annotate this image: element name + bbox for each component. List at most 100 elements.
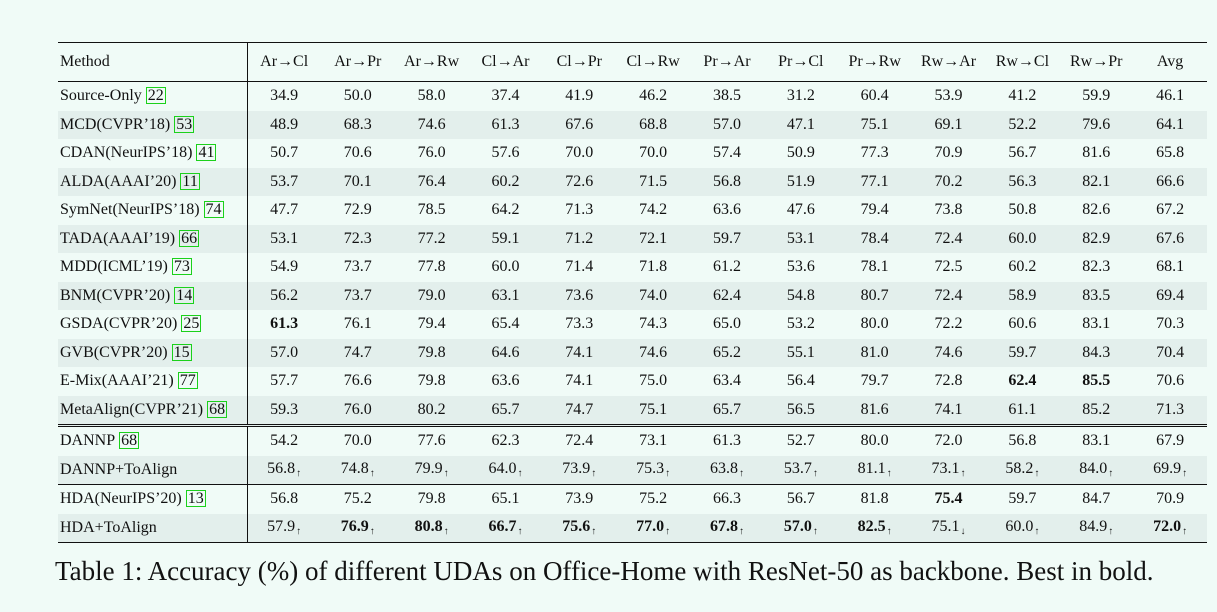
value-cell: 66.3 <box>690 484 764 514</box>
cell-value: 81.6 <box>860 400 889 418</box>
column-header: Rw→Pr <box>1069 53 1123 70</box>
value-cell: 57.0 <box>247 338 321 367</box>
value-cell: 60.0 <box>469 253 543 282</box>
arrow-up-icon: ↑ <box>886 526 892 538</box>
cell-value: 54.8 <box>786 286 815 304</box>
value-cell: 84.9↑ <box>1059 513 1134 543</box>
method-name: MDD(ICML’19) <box>60 258 168 276</box>
method-name: GSDA(CVPR’20) <box>60 315 178 333</box>
cell-value: 72.4 <box>934 229 963 247</box>
method-name: E-Mix(AAAI’21) <box>60 372 174 390</box>
citation-link[interactable]: 68 <box>119 432 140 450</box>
value-cell: 70.2 <box>911 167 986 196</box>
arrow-up-icon: ↑ <box>812 526 818 538</box>
cell-value: 48.9 <box>270 115 299 133</box>
cell-value: 57.7 <box>270 372 299 390</box>
value-cell: 82.5↑ <box>837 513 912 543</box>
arrow-up-icon: ↑ <box>738 468 744 480</box>
cell-value: 70.4 <box>1156 343 1185 361</box>
value-cell: 41.2 <box>985 82 1059 111</box>
table-row: MDD(ICML’19) 73 54.9 73.7 77.8 60.0 71.4 71.8 61… <box>58 253 1207 282</box>
value-cell: 56.4 <box>764 367 838 396</box>
cell-value: 65.7 <box>491 400 520 418</box>
method-cell: E-Mix(AAAI’21) 77 <box>58 367 248 396</box>
value-cell: 75.1 <box>616 395 691 426</box>
column-header: Rw→Cl <box>995 53 1050 70</box>
cell-value: 59.7 <box>1008 343 1037 361</box>
value-cell: 48.9 <box>247 110 321 139</box>
citation-link[interactable]: 68 <box>207 400 228 418</box>
value-cell: 59.7 <box>985 338 1060 367</box>
value-cell: 47.6 <box>764 196 838 225</box>
cell-value: 70.2 <box>934 172 963 190</box>
column-header: Rw→Ar <box>920 53 977 70</box>
cell-value: 60.0 <box>1005 518 1034 536</box>
cell-value: 64.6 <box>491 343 520 361</box>
value-cell: 61.3 <box>690 424 764 456</box>
value-cell: 76.1 <box>321 310 395 339</box>
citation-link[interactable]: 14 <box>174 286 195 304</box>
value-cell: 61.3 <box>468 110 543 139</box>
value-cell: 77.1 <box>837 167 912 196</box>
citation-link[interactable]: 41 <box>196 144 217 162</box>
citation-link[interactable]: 11 <box>180 172 200 190</box>
value-cell: 84.0↑ <box>1059 455 1134 485</box>
cell-value: 56.4 <box>786 372 815 390</box>
value-cell: 60.2 <box>468 167 543 196</box>
value-cell: 73.1 <box>616 424 691 456</box>
cell-value: 71.5 <box>639 172 668 190</box>
cell-value: 74.8 <box>340 460 369 478</box>
value-cell: 63.8↑ <box>690 455 764 485</box>
value-cell: 60.4 <box>838 82 912 111</box>
value-cell: 61.2 <box>690 253 764 282</box>
citation-link[interactable]: 53 <box>174 115 195 133</box>
cell-value: 81.8 <box>860 490 889 508</box>
avg-cell: 70.4 <box>1133 338 1207 367</box>
citation-link[interactable]: 13 <box>185 490 206 508</box>
cell-value: 38.5 <box>712 87 741 105</box>
value-cell: 79.9↑ <box>394 455 469 485</box>
value-cell: 38.5 <box>690 82 764 111</box>
cell-value: 71.3 <box>1156 400 1185 418</box>
citation-link[interactable]: 73 <box>171 258 192 276</box>
cell-value: 79.8 <box>417 372 446 390</box>
avg-cell: 65.8 <box>1133 139 1207 168</box>
method-name: MetaAlign(CVPR’21) <box>60 400 204 418</box>
avg-cell: 67.2 <box>1133 196 1207 225</box>
value-cell: 73.1↑ <box>911 455 986 485</box>
citation-link[interactable]: 25 <box>181 315 202 333</box>
value-cell: 63.4 <box>690 367 764 396</box>
cell-value: 79.9 <box>414 460 443 478</box>
cell-value: 66.3 <box>712 490 741 508</box>
arrow-up-icon: ↑ <box>1108 468 1114 480</box>
value-cell: 81.0 <box>837 338 912 367</box>
cell-value: 57.4 <box>712 144 741 162</box>
cell-value: 56.7 <box>786 490 815 508</box>
cell-value: 56.5 <box>786 400 815 418</box>
table-row: HDA(NeurIPS’20) 13 56.8 75.2 79.8 65.1 73.9 75.… <box>58 484 1207 514</box>
cell-value: 60.2 <box>1008 258 1037 276</box>
cell-value: 80.2 <box>417 400 446 418</box>
value-cell: 68.3 <box>320 110 395 139</box>
value-cell: 56.8 <box>985 424 1060 456</box>
citation-link[interactable]: 77 <box>177 372 198 390</box>
method-cell: DANNP 68 <box>58 424 248 456</box>
cell-value: 75.1 <box>931 518 960 536</box>
citation-link[interactable]: 66 <box>179 229 200 247</box>
method-name: ALDA(AAAI’20) <box>60 172 177 190</box>
value-cell: 58.0 <box>395 82 469 111</box>
cell-value: 79.8 <box>417 490 446 508</box>
cell-value: 74.7 <box>565 400 594 418</box>
citation-link[interactable]: 74 <box>203 201 224 219</box>
value-cell: 56.8 <box>247 484 321 514</box>
cell-value: 72.0 <box>1153 518 1182 536</box>
citation-link[interactable]: 15 <box>171 343 192 361</box>
cell-value: 74.0 <box>639 286 668 304</box>
value-cell: 85.5 <box>1059 367 1133 396</box>
cell-value: 83.5 <box>1082 286 1111 304</box>
cell-value: 73.1 <box>931 460 960 478</box>
method-cell: TADA(AAAI’19) 66 <box>58 224 248 253</box>
citation-link[interactable]: 22 <box>145 87 166 105</box>
value-cell: 72.4 <box>542 424 617 456</box>
cell-value: 74.6 <box>934 343 963 361</box>
